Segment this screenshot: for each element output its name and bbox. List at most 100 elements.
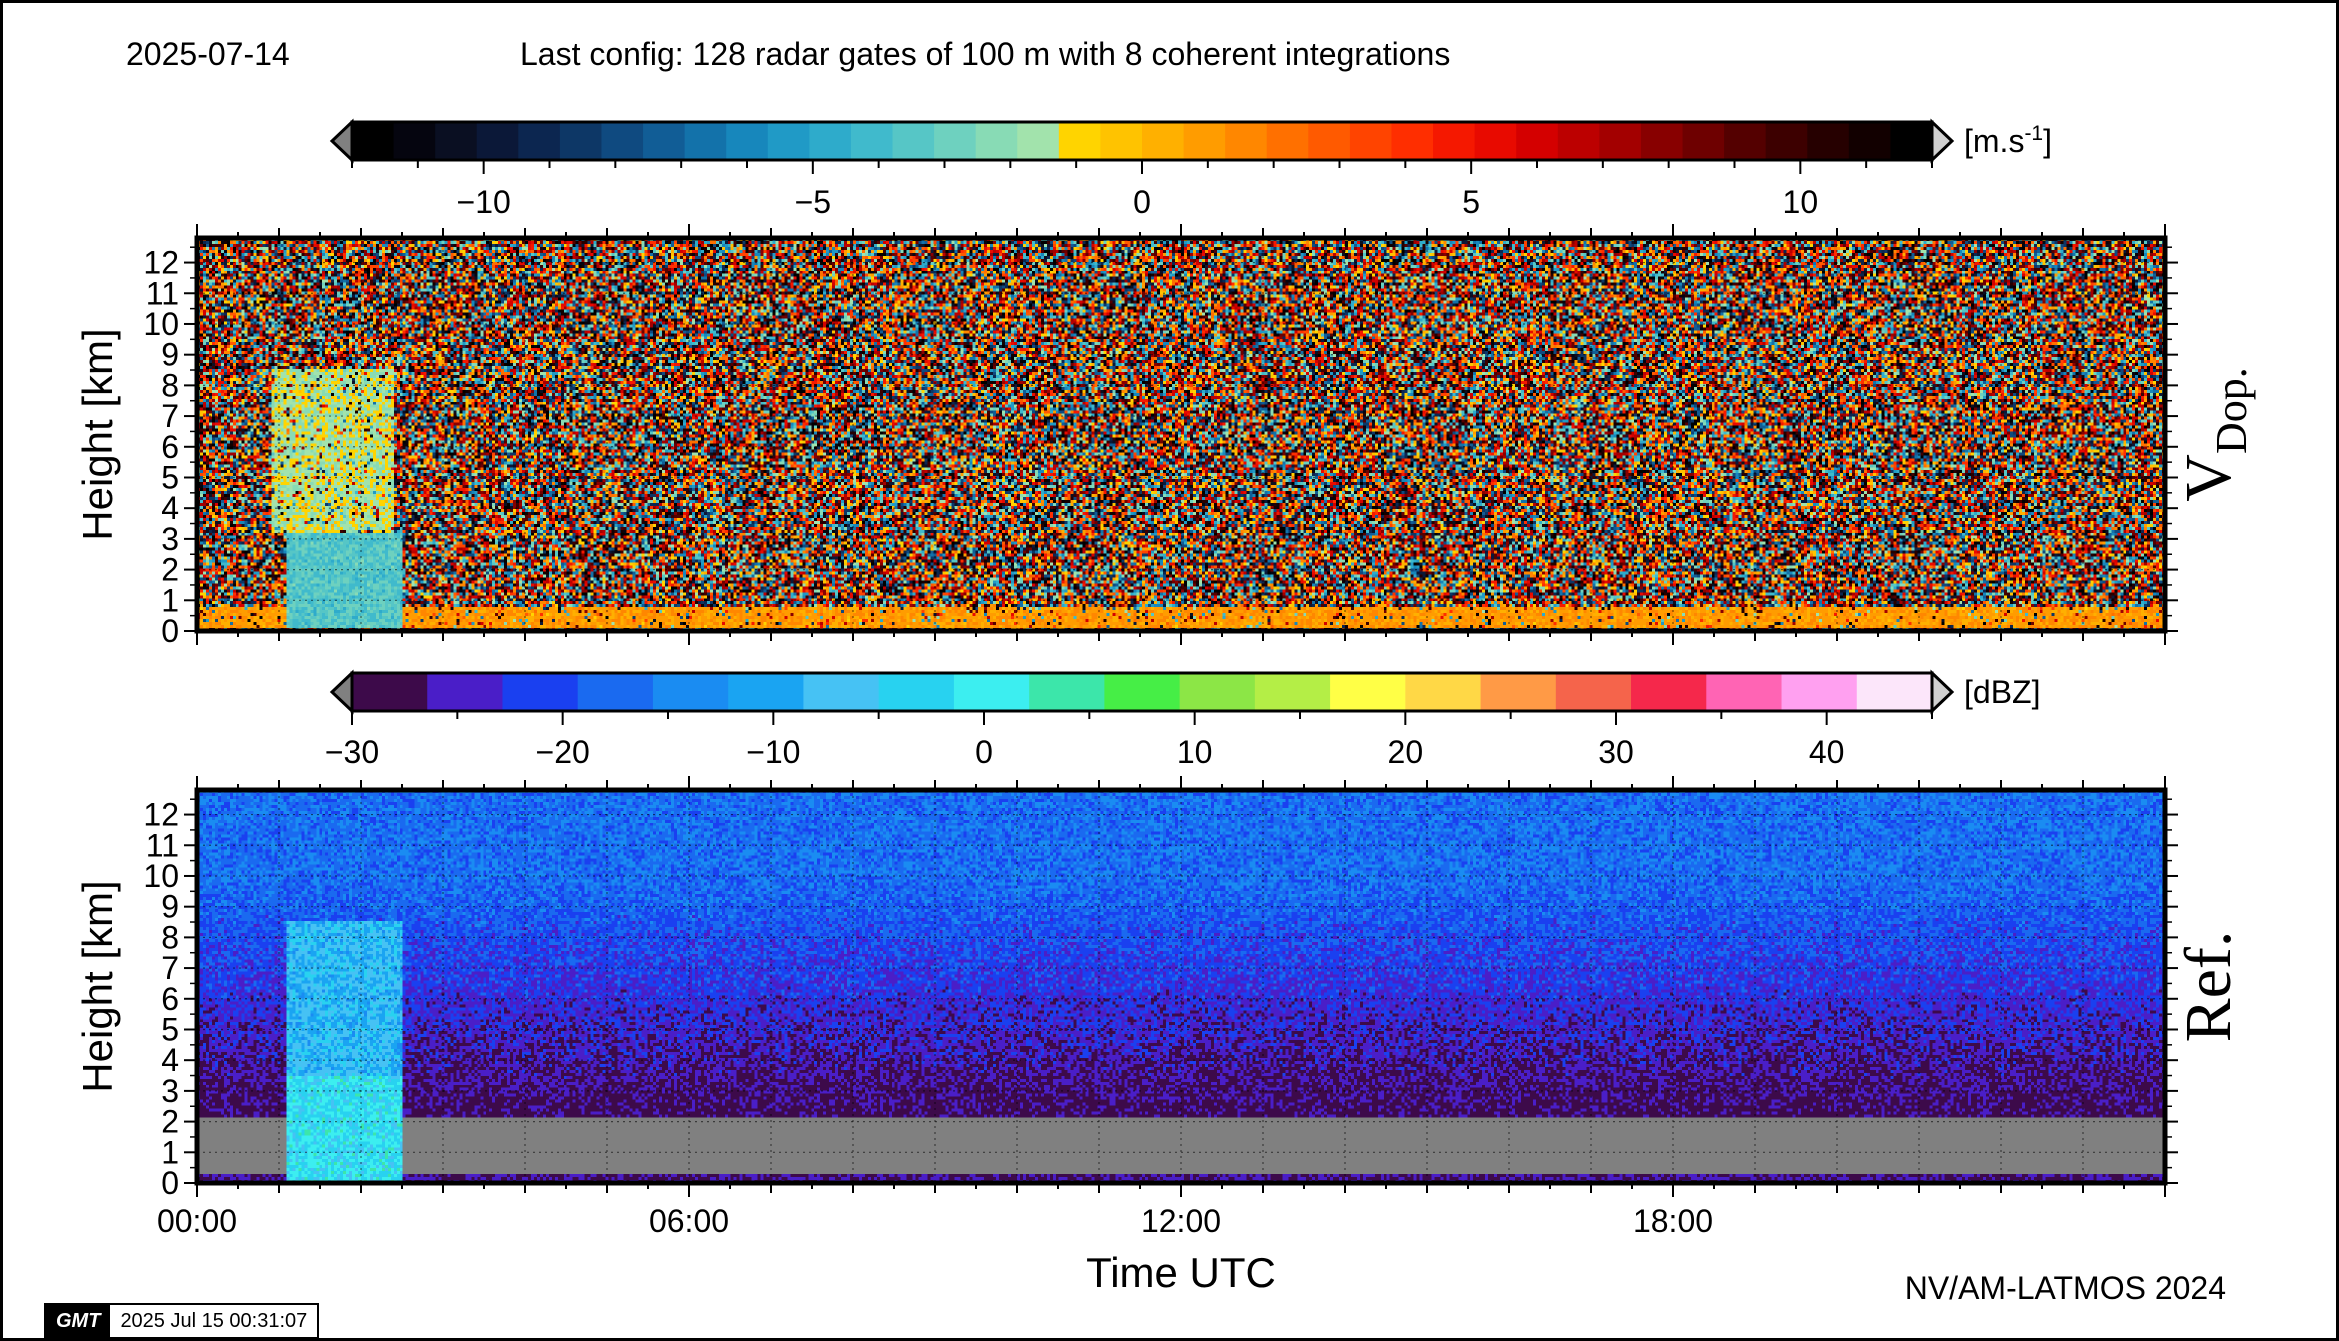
x-axis-label: Time UTC <box>1086 1249 1276 1296</box>
colorbar-swatch <box>1058 122 1102 160</box>
plot-frame <box>194 235 2168 634</box>
gmt-timestamp-badge: GMT 2025 Jul 15 00:31:07 <box>44 1303 320 1339</box>
y-tick-label: 12 <box>143 797 179 833</box>
colorbar-swatch <box>1225 122 1268 160</box>
colorbar-swatch <box>1017 122 1060 160</box>
colorbar-swatch <box>1765 122 1808 160</box>
colorbar-tick-label: 20 <box>1388 734 1424 770</box>
colorbar-swatch <box>1848 122 1892 160</box>
colorbar-swatch <box>1807 122 1850 160</box>
colorbar-swatch <box>352 122 395 160</box>
colorbar-tick-label: −20 <box>536 734 590 770</box>
y-tick-label: 2 <box>161 1104 179 1140</box>
colorbar-swatch <box>1555 673 1632 711</box>
colorbar-swatch <box>518 122 561 160</box>
colorbar-swatch <box>1599 122 1642 160</box>
colorbar-swatch <box>1781 673 1858 711</box>
y-tick-label: 1 <box>161 582 179 618</box>
colorbar-swatch <box>393 122 436 160</box>
colorbar-swatch <box>1480 673 1557 711</box>
gmt-logo-icon: GMT <box>46 1305 111 1337</box>
colorbar-tick-label: 10 <box>1177 734 1213 770</box>
colorbar-swatch <box>850 122 894 160</box>
colorbar-tick-label: 10 <box>1783 184 1819 220</box>
colorbar-swatch <box>684 122 727 160</box>
colorbar-swatch <box>1405 673 1482 711</box>
colorbar-swatch <box>1254 673 1331 711</box>
colorbar-swatch <box>878 673 955 711</box>
panel-label: Ref. <box>2172 931 2245 1043</box>
y-tick-label: 11 <box>146 275 179 311</box>
doppler-velocity-heatmap <box>197 238 2165 631</box>
y-tick-label: 6 <box>161 429 179 465</box>
y-tick-label: 5 <box>161 459 179 495</box>
colorbar-swatch <box>1706 673 1783 711</box>
colorbar-swatch <box>953 673 1030 711</box>
colorbar-swatch <box>1349 122 1393 160</box>
y-tick-label: 3 <box>161 1073 179 1109</box>
colorbar-swatch <box>1104 673 1181 711</box>
y-tick-label: 3 <box>161 521 179 557</box>
colorbar-min-arrow <box>329 118 354 164</box>
y-tick-label: 2 <box>161 552 179 588</box>
colorbar-swatch <box>1640 122 1684 160</box>
colorbar-swatch <box>1631 673 1707 711</box>
colorbar-swatch <box>726 122 769 160</box>
colorbar-min-arrow <box>329 669 354 715</box>
y-tick-label: 7 <box>161 398 179 434</box>
colorbar-0: −10 −5 0 5 10 [m.s-1] <box>329 118 2052 220</box>
colorbar-unit: [m.s-1] <box>1964 122 2052 159</box>
colorbar-swatch <box>1179 673 1256 711</box>
plot-frame <box>194 787 2168 1186</box>
y-tick-label: 7 <box>161 950 179 986</box>
colorbar-tick-label: 5 <box>1462 184 1480 220</box>
config-label: Last config: 128 radar gates of 100 m wi… <box>520 36 1451 72</box>
colorbar-swatch <box>728 673 805 711</box>
colorbar-1: −30 −20 −10 0 10 20 30 40 [dBZ] <box>325 669 2040 770</box>
colorbar-swatch <box>1724 122 1767 160</box>
y-tick-label: 10 <box>143 306 179 342</box>
colorbar-swatch <box>577 673 654 711</box>
colorbar-swatch <box>1516 122 1559 160</box>
y-tick-label: 0 <box>161 613 179 649</box>
colorbar-unit: [dBZ] <box>1964 674 2040 710</box>
colorbar-swatch <box>435 122 478 160</box>
y-tick-label: 9 <box>161 337 179 373</box>
colorbar-tick-label: 0 <box>1133 184 1151 220</box>
colorbar-swatch <box>1266 122 1309 160</box>
colorbar-swatch <box>476 122 519 160</box>
colorbar-tick-label: 40 <box>1809 734 1845 770</box>
x-tick-label: 06:00 <box>649 1203 729 1239</box>
colorbar-swatch <box>934 122 977 160</box>
y-tick-label: 1 <box>161 1134 179 1170</box>
y-tick-label: 12 <box>143 245 179 281</box>
x-tick-label: 00:00 <box>157 1203 237 1239</box>
colorbar-max-arrow <box>1930 118 1955 164</box>
x-tick-label: 18:00 <box>1633 1203 1713 1239</box>
colorbar-tick-label: −10 <box>457 184 511 220</box>
credit-label: NV/AM-LATMOS 2024 <box>1904 1270 2226 1306</box>
colorbar-swatch <box>1330 673 1406 711</box>
colorbar-tick-label: −30 <box>325 734 379 770</box>
y-tick-label: 5 <box>161 1011 179 1047</box>
y-tick-label: 4 <box>161 1042 179 1078</box>
reflectivity-heatmap <box>197 790 2165 1183</box>
colorbar-swatch <box>1142 122 1185 160</box>
colorbar-swatch <box>1890 122 1933 160</box>
colorbar-swatch <box>1308 122 1351 160</box>
y-tick-label: 0 <box>161 1165 179 1201</box>
colorbar-swatch <box>1682 122 1725 160</box>
colorbar-swatch <box>652 673 729 711</box>
colorbar-swatch <box>975 122 1018 160</box>
colorbar-swatch <box>502 673 579 711</box>
colorbar-swatch <box>892 122 935 160</box>
y-tick-label: 6 <box>161 981 179 1017</box>
colorbar-tick-label: 30 <box>1598 734 1634 770</box>
colorbar-swatch <box>601 122 644 160</box>
colorbar-swatch <box>559 122 603 160</box>
x-tick-label: 12:00 <box>1141 1203 1221 1239</box>
colorbar-swatch <box>1557 122 1600 160</box>
colorbar-swatch <box>809 122 852 160</box>
